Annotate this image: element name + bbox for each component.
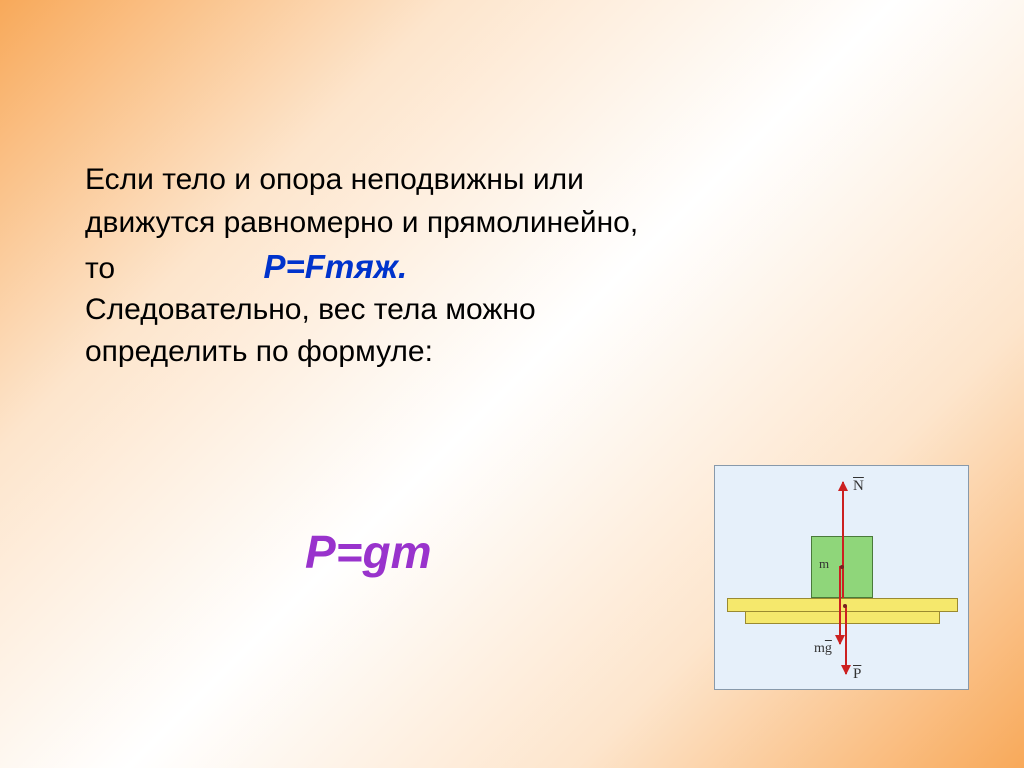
origin-dot-block xyxy=(840,565,844,569)
text-line-3: то P=Fтяж. xyxy=(85,245,955,290)
force-label-p: P xyxy=(853,666,861,683)
support-plate-bottom xyxy=(745,612,940,624)
force-arrow-n xyxy=(842,482,844,598)
force-label-n: N xyxy=(853,478,864,495)
formula-p-gm: P=gm xyxy=(305,525,432,579)
force-diagram: m N mg P xyxy=(714,465,969,690)
text-line-4: Следовательно, вес тела можно xyxy=(85,290,955,331)
mass-label: m xyxy=(819,556,829,572)
text-line-5: определить по формуле: xyxy=(85,332,955,373)
text-line-1: Если тело и опора неподвижны или xyxy=(85,160,955,201)
slide-content: Если тело и опора неподвижны или движутс… xyxy=(85,160,955,375)
line3-prefix: то xyxy=(85,252,115,285)
text-line-2: движутся равномерно и прямолинейно, xyxy=(85,203,955,244)
force-arrow-mg xyxy=(839,566,841,644)
force-label-mg: mg xyxy=(814,641,832,657)
force-arrow-p xyxy=(845,606,847,674)
formula-p-ftyazh: P=Fтяж. xyxy=(263,248,407,285)
origin-dot-support xyxy=(843,604,847,608)
